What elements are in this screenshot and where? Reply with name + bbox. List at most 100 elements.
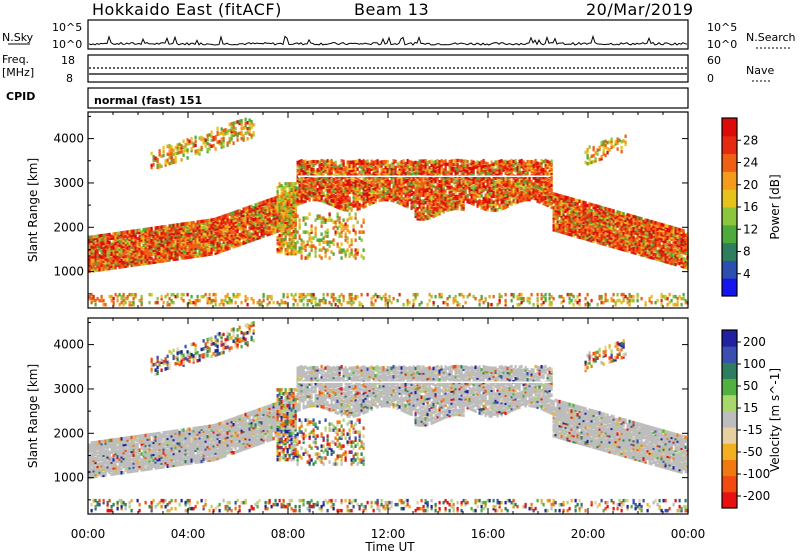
range-cell [98, 244, 101, 248]
range-cell [220, 223, 223, 227]
range-cell [410, 162, 413, 167]
range-cell [304, 185, 307, 189]
range-cell [394, 165, 397, 170]
range-cell [180, 244, 183, 248]
range-cell [354, 183, 357, 188]
range-cell [486, 201, 489, 206]
range-cell [102, 245, 105, 250]
range-cell [160, 296, 163, 301]
range-cell [284, 212, 287, 216]
range-cell [196, 230, 199, 234]
range-cell [446, 162, 449, 167]
range-cell [440, 189, 443, 193]
range-cell [96, 260, 99, 264]
range-cell [344, 226, 347, 230]
range-cell [232, 239, 235, 243]
range-cell [354, 181, 357, 186]
range-cell [344, 250, 347, 254]
range-cell [296, 160, 299, 165]
range-cell [288, 194, 291, 198]
range-cell [168, 258, 171, 262]
range-cell [238, 208, 241, 213]
range-cell [244, 218, 247, 223]
range-cell [256, 232, 259, 236]
range-cell [390, 198, 393, 202]
range-cell [244, 214, 247, 219]
range-cell [426, 178, 429, 183]
range-cell [382, 179, 385, 184]
range-cell [118, 247, 121, 251]
range-cell [162, 149, 165, 154]
range-cell [90, 300, 93, 305]
range-cell [100, 249, 103, 254]
range-cell [432, 180, 435, 185]
range-cell [346, 190, 349, 194]
range-cell [104, 257, 107, 261]
range-cell [172, 251, 175, 256]
range-cell [272, 206, 275, 211]
range-cell [428, 212, 431, 216]
range-cell [292, 231, 295, 236]
range-cell [320, 248, 323, 252]
range-cell [340, 191, 343, 195]
range-cell [430, 203, 433, 207]
range-cell [124, 248, 127, 252]
range-cell [120, 249, 123, 253]
range-cell [228, 218, 231, 222]
range-cell [432, 300, 435, 305]
range-cell [356, 161, 359, 165]
range-cell [442, 206, 445, 210]
range-cell [462, 207, 465, 211]
range-cell [352, 192, 355, 196]
range-cell [422, 187, 425, 191]
range-cell [220, 217, 223, 221]
range-cell [94, 256, 97, 261]
range-cell [264, 201, 267, 206]
range-cell [92, 265, 95, 269]
range-cell [362, 201, 365, 205]
range-cell [216, 216, 219, 221]
range-cell [526, 195, 529, 200]
range-cell [468, 178, 471, 183]
range-cell [166, 302, 169, 307]
range-cell [134, 239, 137, 243]
range-cell [212, 240, 215, 244]
range-cell [264, 219, 267, 224]
range-cell [372, 160, 375, 165]
range-cell [216, 226, 219, 231]
range-cell [484, 298, 487, 303]
range-cell [282, 216, 285, 220]
range-cell [498, 183, 501, 188]
range-cell [156, 245, 159, 250]
range-cell [120, 245, 123, 249]
range-cell [462, 195, 465, 199]
range-cell [328, 199, 331, 204]
range-cell [134, 292, 137, 297]
range-cell [242, 239, 245, 243]
range-cell [316, 160, 319, 164]
range-cell [122, 244, 125, 249]
range-cell [210, 224, 213, 228]
range-cell [274, 210, 277, 214]
range-cell [176, 257, 179, 261]
range-cell [260, 209, 263, 213]
range-cell [510, 190, 513, 195]
range-cell [478, 179, 481, 183]
range-cell [294, 182, 297, 186]
range-cell [524, 194, 527, 198]
range-cell [210, 144, 213, 148]
range-cell [348, 166, 351, 170]
range-cell [140, 302, 143, 307]
range-cell [392, 199, 395, 203]
range-cell [220, 137, 223, 141]
range-cell [490, 178, 493, 182]
range-cell [156, 238, 159, 242]
range-cell [498, 189, 501, 194]
range-cell [454, 190, 457, 195]
range-cell [358, 302, 361, 307]
range-cell [422, 191, 425, 195]
range-cell [250, 226, 253, 231]
range-cell [468, 172, 471, 177]
range-cell [260, 219, 263, 223]
range-cell [532, 172, 535, 176]
